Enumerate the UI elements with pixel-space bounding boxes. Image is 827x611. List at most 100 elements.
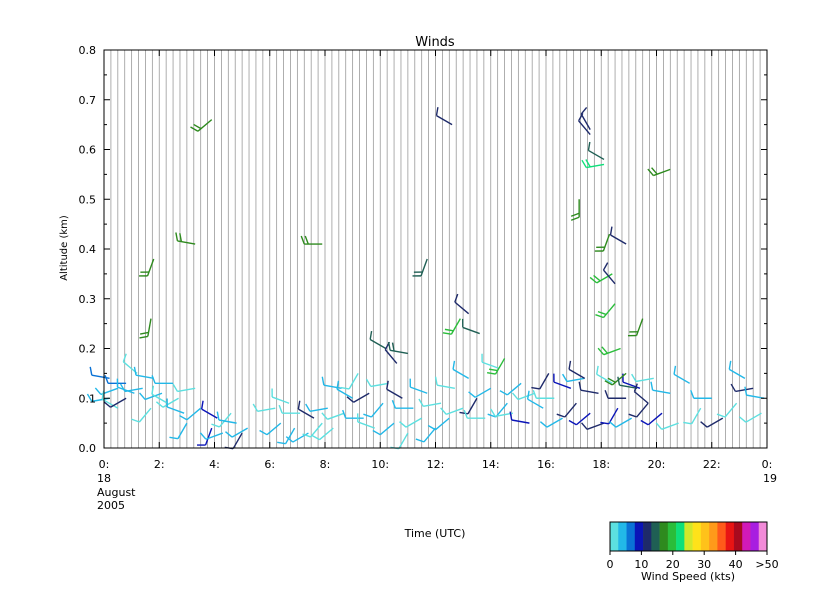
barb-feather (415, 438, 425, 443)
wind-barb (190, 119, 213, 132)
barb-feather (454, 293, 459, 303)
barb-staff (370, 402, 384, 418)
wind-barb (580, 106, 591, 130)
barb-feather (499, 390, 508, 396)
barb-feather (631, 373, 637, 382)
wind-barb (499, 382, 522, 396)
legend-swatch (610, 522, 619, 551)
barb-feather (297, 400, 301, 410)
barb-staff (588, 149, 605, 161)
barb-staff (611, 372, 627, 386)
barb-staff (661, 422, 679, 430)
barb-staff (379, 422, 395, 436)
barb-staff (201, 408, 218, 419)
x-tick-label: 6: (264, 458, 275, 471)
wind-barb (578, 381, 599, 394)
wind-barb (300, 235, 323, 245)
wind-barb (604, 372, 627, 386)
barb-staff (511, 419, 530, 424)
wind-barb (594, 233, 611, 252)
barb-staff (566, 377, 585, 383)
wind-barb (640, 412, 663, 426)
barb-feather (511, 392, 519, 400)
barb-staff (691, 407, 702, 425)
wind-barb (399, 417, 423, 428)
wind-barb (602, 262, 616, 285)
barb-staff (445, 407, 464, 416)
barb-feather (468, 391, 476, 398)
barb-staff (110, 397, 127, 408)
barb-feather (716, 413, 726, 418)
barb-staff (622, 381, 641, 389)
barb-feather (601, 346, 608, 354)
wind-barb (297, 400, 315, 419)
wind-barb (211, 412, 232, 428)
legend-title: Wind Speed (kts) (641, 570, 735, 583)
barb-staff (231, 427, 248, 438)
legend-swatch (643, 522, 652, 551)
wind-barb (271, 388, 290, 404)
wind-barb (390, 432, 409, 450)
wind-barb (311, 427, 334, 441)
barb-feather (89, 366, 93, 376)
barb-staff (144, 392, 163, 401)
barb-staff (177, 240, 196, 245)
barb-feather (589, 276, 598, 284)
barb-staff (369, 338, 387, 350)
barb-staff (232, 432, 243, 450)
barb-feather (487, 371, 496, 375)
wind-barb (609, 417, 632, 428)
barb-feather (179, 233, 183, 242)
barb-feather (139, 392, 146, 400)
legend-tick-label: >50 (755, 558, 778, 571)
x-axis-title: Time (UTC) (404, 527, 466, 540)
legend-swatch (634, 522, 644, 551)
wind-barb (716, 402, 738, 418)
wind-barb (617, 376, 638, 389)
wind-barb (568, 360, 586, 379)
wind-barb (622, 373, 641, 389)
wind-barb (216, 411, 237, 424)
barb-staff (310, 422, 323, 438)
y-tick-label: 0.5 (79, 193, 97, 206)
y-tick-label: 0.6 (79, 144, 97, 157)
barb-staff (652, 389, 671, 394)
wind-barb (553, 373, 572, 389)
legend-swatch (758, 522, 768, 551)
barb-staff (204, 427, 213, 446)
wind-barb (570, 199, 580, 221)
barb-staff (580, 113, 591, 130)
barb-feather (101, 390, 105, 400)
barb-staff (162, 397, 179, 408)
wind-barb (673, 365, 691, 384)
barb-feather (434, 376, 438, 386)
wind-barb (101, 390, 119, 409)
wind-barb (89, 366, 110, 380)
wind-barb (581, 422, 605, 430)
barb-feather (103, 401, 111, 408)
barb-staff (608, 407, 619, 425)
barb-feather (442, 332, 452, 335)
barb-feather (444, 328, 454, 332)
barb-staff (527, 398, 544, 409)
wind-barb (532, 390, 555, 399)
barb-feather (140, 331, 149, 335)
barb-feather (365, 378, 372, 387)
wind-barb (139, 258, 155, 277)
barb-feather (175, 232, 179, 242)
x-tick-label: 0: (762, 458, 773, 471)
wind-barb (172, 383, 196, 393)
barb-staff (336, 388, 353, 399)
legend-tick-label: 20 (666, 558, 680, 571)
barb-feather (427, 424, 436, 431)
wind-barb (412, 258, 428, 277)
wind-barb (597, 346, 621, 356)
barb-feather (131, 418, 140, 423)
barb-feather (151, 385, 155, 395)
barb-staff (423, 427, 437, 443)
wind-barb (120, 383, 143, 393)
barb-feather (617, 376, 621, 386)
wind-barb (526, 390, 544, 409)
wind-barb (179, 407, 202, 421)
barb-staff (603, 347, 621, 356)
